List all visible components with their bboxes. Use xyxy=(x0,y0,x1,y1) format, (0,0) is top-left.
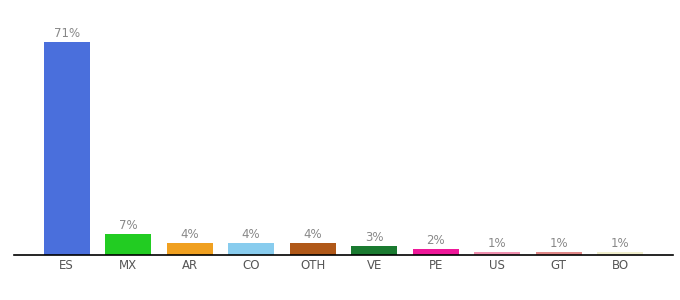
Bar xyxy=(536,252,581,255)
Bar xyxy=(413,249,459,255)
Text: 4%: 4% xyxy=(180,228,199,241)
Text: 7%: 7% xyxy=(119,219,137,232)
Text: 2%: 2% xyxy=(426,234,445,247)
Bar xyxy=(228,243,274,255)
Bar xyxy=(597,252,643,255)
Text: 71%: 71% xyxy=(54,27,80,40)
Bar xyxy=(474,252,520,255)
Text: 4%: 4% xyxy=(242,228,260,241)
Text: 1%: 1% xyxy=(611,237,630,250)
Text: 4%: 4% xyxy=(303,228,322,241)
Bar xyxy=(290,243,336,255)
Bar xyxy=(351,246,397,255)
Text: 1%: 1% xyxy=(488,237,507,250)
Bar xyxy=(44,42,90,255)
Bar xyxy=(167,243,213,255)
Text: 3%: 3% xyxy=(365,231,384,244)
Text: 1%: 1% xyxy=(549,237,568,250)
Bar xyxy=(105,234,151,255)
